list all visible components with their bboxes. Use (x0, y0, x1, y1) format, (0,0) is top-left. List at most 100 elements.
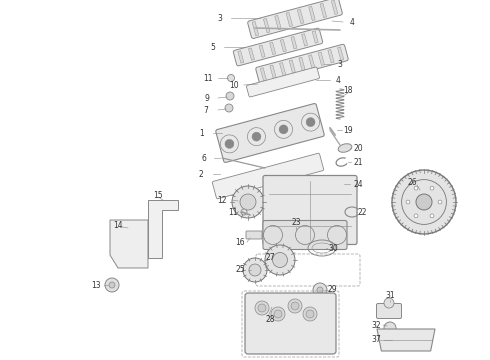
Bar (270, 65, 276, 78)
Bar (264, 18, 270, 33)
Circle shape (303, 307, 317, 321)
Polygon shape (377, 329, 435, 351)
Bar (280, 39, 286, 52)
Text: 20: 20 (353, 144, 363, 153)
Circle shape (109, 282, 115, 288)
Circle shape (317, 287, 323, 293)
Circle shape (438, 200, 442, 204)
Text: 3: 3 (338, 59, 343, 68)
Circle shape (225, 104, 233, 112)
Circle shape (105, 278, 119, 292)
Circle shape (225, 139, 234, 148)
Text: 12: 12 (217, 195, 227, 204)
Text: 4: 4 (349, 18, 354, 27)
Bar (328, 50, 334, 63)
Circle shape (252, 132, 261, 141)
Text: 24: 24 (353, 180, 363, 189)
Text: 22: 22 (357, 207, 367, 216)
Bar (260, 68, 267, 81)
Bar (320, 3, 326, 18)
Polygon shape (110, 220, 148, 268)
Bar (318, 52, 324, 66)
Circle shape (241, 209, 247, 215)
Text: 29: 29 (327, 285, 337, 294)
Circle shape (265, 245, 295, 275)
FancyBboxPatch shape (246, 67, 319, 97)
Text: 5: 5 (211, 42, 216, 51)
Bar (309, 6, 315, 21)
Bar (301, 34, 308, 46)
Circle shape (249, 264, 261, 276)
Text: 13: 13 (91, 280, 101, 289)
Bar (238, 51, 244, 63)
FancyBboxPatch shape (212, 153, 323, 199)
Text: 21: 21 (353, 158, 363, 166)
Circle shape (416, 194, 432, 210)
Bar (291, 37, 297, 49)
Text: 37: 37 (371, 336, 381, 345)
Text: 27: 27 (265, 253, 275, 262)
Text: 14: 14 (113, 220, 123, 230)
FancyBboxPatch shape (247, 0, 343, 39)
Text: 11: 11 (228, 207, 238, 216)
Circle shape (288, 299, 302, 313)
Circle shape (306, 118, 315, 127)
Text: 6: 6 (201, 153, 206, 162)
Ellipse shape (327, 178, 343, 190)
FancyBboxPatch shape (263, 220, 347, 249)
Text: 19: 19 (343, 126, 353, 135)
Text: 23: 23 (291, 217, 301, 226)
Bar (338, 47, 344, 60)
Circle shape (232, 186, 264, 218)
Bar (259, 45, 265, 58)
Text: 4: 4 (336, 76, 341, 85)
Circle shape (226, 92, 234, 100)
Bar (289, 60, 295, 73)
Circle shape (279, 125, 288, 134)
FancyBboxPatch shape (216, 104, 324, 162)
Text: 30: 30 (328, 243, 338, 252)
Circle shape (392, 170, 456, 234)
Circle shape (240, 194, 256, 210)
FancyBboxPatch shape (246, 231, 262, 239)
Circle shape (243, 258, 267, 282)
Circle shape (258, 304, 266, 312)
Circle shape (306, 310, 314, 318)
Text: 31: 31 (385, 291, 395, 300)
Text: 10: 10 (229, 81, 239, 90)
Circle shape (414, 186, 418, 190)
Bar (270, 42, 276, 55)
Text: 28: 28 (265, 315, 275, 324)
FancyBboxPatch shape (256, 44, 348, 84)
Text: 25: 25 (235, 266, 245, 274)
Circle shape (291, 302, 299, 310)
FancyBboxPatch shape (376, 303, 401, 319)
Bar (248, 48, 254, 60)
Text: 3: 3 (218, 14, 222, 23)
Text: 18: 18 (343, 86, 353, 95)
Circle shape (384, 298, 394, 308)
Bar (297, 9, 304, 24)
Circle shape (274, 310, 282, 318)
Bar (312, 31, 318, 43)
Text: 9: 9 (204, 94, 209, 103)
Bar (286, 12, 293, 27)
Circle shape (255, 301, 269, 315)
Text: 7: 7 (203, 105, 208, 114)
Text: 1: 1 (199, 129, 204, 138)
Ellipse shape (338, 144, 352, 152)
Bar (309, 55, 315, 68)
Circle shape (227, 75, 235, 81)
Polygon shape (148, 200, 178, 258)
Text: 32: 32 (371, 320, 381, 329)
Circle shape (414, 214, 418, 218)
Text: 2: 2 (198, 170, 203, 179)
Text: 26: 26 (407, 177, 417, 186)
Circle shape (313, 283, 327, 297)
Circle shape (384, 322, 396, 334)
Bar (299, 57, 305, 71)
Circle shape (430, 214, 434, 218)
Circle shape (272, 252, 288, 267)
Text: 11: 11 (203, 73, 213, 82)
Bar (275, 15, 281, 30)
